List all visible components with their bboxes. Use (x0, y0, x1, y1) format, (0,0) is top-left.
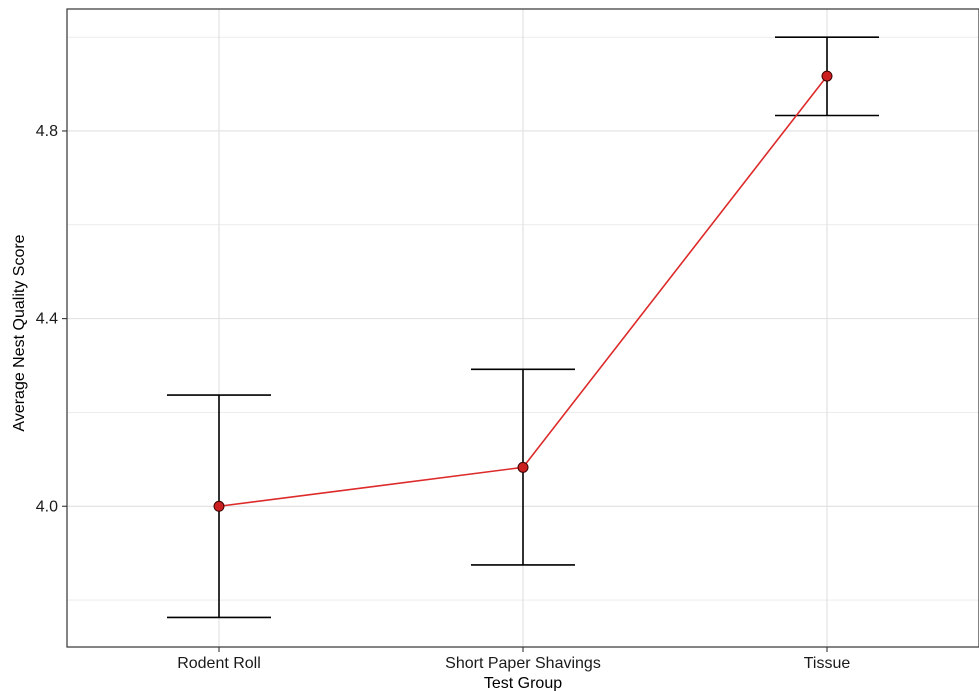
y-axis-ticks: 4.0 4.4 4.8 (36, 123, 67, 515)
y-tick-label: 4.4 (36, 311, 58, 328)
data-point (517, 461, 529, 473)
x-axis-title: Test Group (484, 675, 562, 691)
data-point (821, 70, 833, 82)
y-axis-title: Average Nest Quality Score (11, 234, 28, 431)
x-axis-ticks: Rodent Roll Short Paper Shavings Tissue (177, 647, 850, 672)
data-point (213, 500, 225, 512)
x-tick-label: Tissue (804, 655, 851, 672)
x-tick-label: Short Paper Shavings (445, 655, 601, 672)
y-tick-label: 4.0 (36, 498, 58, 515)
data-points (213, 70, 833, 512)
y-tick-label: 4.8 (36, 123, 58, 140)
x-tick-label: Rodent Roll (177, 655, 261, 672)
